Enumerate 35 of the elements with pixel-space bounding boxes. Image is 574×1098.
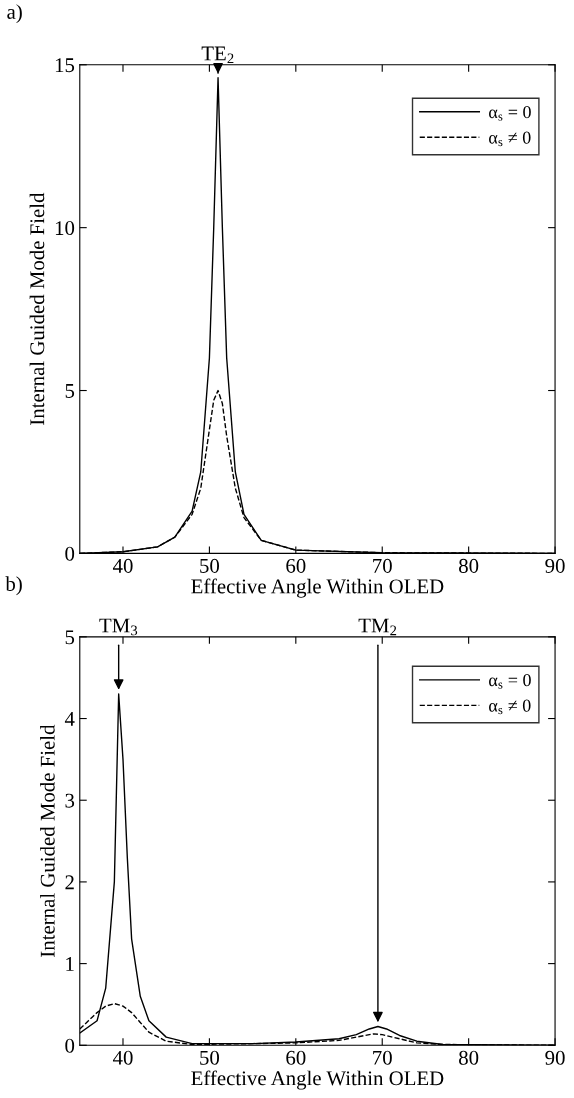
x-tick-label: 70 [373, 1050, 392, 1065]
x-axis-title: Effective Angle Within OLED [191, 1070, 444, 1090]
y-tick-label: 3 [65, 793, 75, 808]
y-tick-label: 10 [55, 221, 75, 236]
annotation: TE$_{2}$ [201, 46, 234, 64]
x-tick-label: 50 [200, 1050, 220, 1065]
y-tick-label: 4 [64, 712, 75, 726]
y-tick-label: 5 [65, 630, 75, 645]
legend-label: α$_{s}$ ≠ 0 [489, 699, 531, 715]
legend-label: α$_{s}$ = 0 [489, 674, 531, 689]
y-tick-label: 1 [66, 957, 74, 971]
x-tick-label: 80 [459, 1050, 479, 1065]
y-axis-title: Internal Guided Mode Field [29, 192, 45, 425]
annotation: TM$_{2}$ [358, 618, 397, 636]
x-tick-label: 90 [545, 558, 565, 573]
y-tick-label: 0 [65, 546, 75, 561]
x-tick-label: 70 [373, 558, 392, 573]
text: b) [5, 576, 22, 596]
y-tick-label: 15 [55, 58, 75, 73]
y-axis-title: Internal Guided Mode Field [40, 724, 55, 957]
x-tick-label: 40 [112, 558, 133, 573]
legend-label: α$_{s}$ = 0 [489, 106, 531, 121]
legend-label: α$_{s}$ ≠ 0 [489, 131, 531, 147]
x-tick-label: 80 [459, 558, 479, 573]
y-tick-label: 5 [65, 384, 75, 398]
y-tick-label: 2 [65, 875, 74, 890]
x-tick-label: 50 [200, 558, 220, 573]
text: a) [7, 4, 22, 24]
x-tick-label: 90 [545, 1050, 565, 1065]
x-axis-title: Effective Angle Within OLED [191, 578, 444, 598]
x-tick-label: 60 [286, 1050, 306, 1065]
y-tick-label: 0 [65, 1038, 75, 1053]
x-tick-label: 60 [286, 558, 306, 573]
x-tick-label: 40 [112, 1050, 133, 1065]
annotation: TM$_{3}$ [99, 618, 138, 636]
